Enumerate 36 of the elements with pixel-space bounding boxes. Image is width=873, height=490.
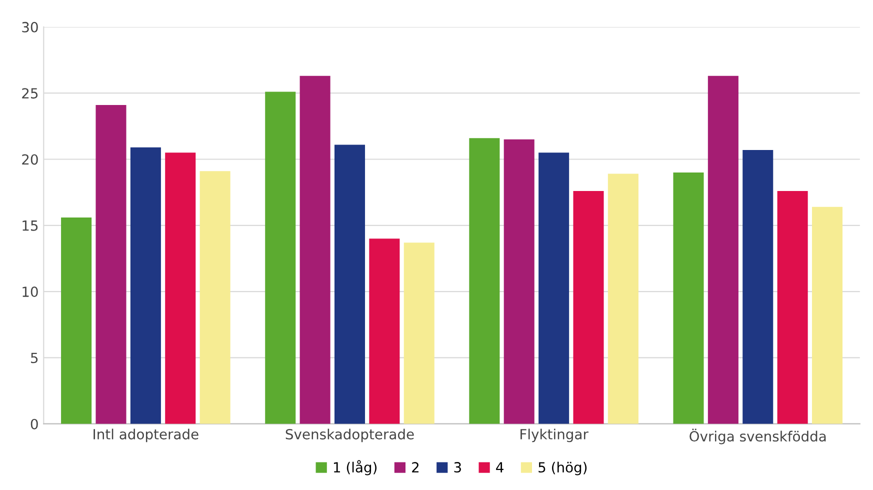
x-tick-label: Flyktingar xyxy=(520,428,588,442)
bar xyxy=(538,152,570,424)
bar xyxy=(708,76,738,424)
bar xyxy=(369,238,400,424)
y-tick-label: 10 xyxy=(22,286,38,298)
bar xyxy=(404,242,434,424)
bar xyxy=(573,191,604,424)
legend-label: 2 xyxy=(412,462,419,472)
bar xyxy=(165,152,196,424)
legend-label: 5 (hög) xyxy=(538,462,587,476)
bar xyxy=(61,217,92,424)
legend-label: 1 (låg) xyxy=(334,460,377,476)
bar xyxy=(673,172,704,424)
x-tick-label: Svenskadopterade xyxy=(286,428,414,442)
bar xyxy=(469,138,500,424)
bar xyxy=(265,92,296,424)
bar xyxy=(742,150,774,424)
bar xyxy=(777,191,808,424)
bar xyxy=(812,206,843,424)
bar xyxy=(504,139,534,424)
y-tick-label: 5 xyxy=(31,352,38,364)
bar xyxy=(96,105,126,424)
y-tick-label: 30 xyxy=(22,22,38,32)
legend-label: 4 xyxy=(496,462,504,472)
y-tick-label: 25 xyxy=(22,88,38,99)
x-tick-label: Intl adopterade xyxy=(94,428,198,442)
x-tick-label: Övriga svenskfödda xyxy=(690,428,826,444)
bar xyxy=(608,174,638,424)
y-tick-label: 15 xyxy=(22,220,38,231)
bar xyxy=(130,147,161,424)
y-tick-label: 20 xyxy=(22,154,38,165)
bar xyxy=(334,144,366,424)
y-tick-label: 0 xyxy=(30,418,38,430)
bar xyxy=(300,76,330,424)
legend-label: 3 xyxy=(454,462,461,473)
bar xyxy=(200,171,230,424)
